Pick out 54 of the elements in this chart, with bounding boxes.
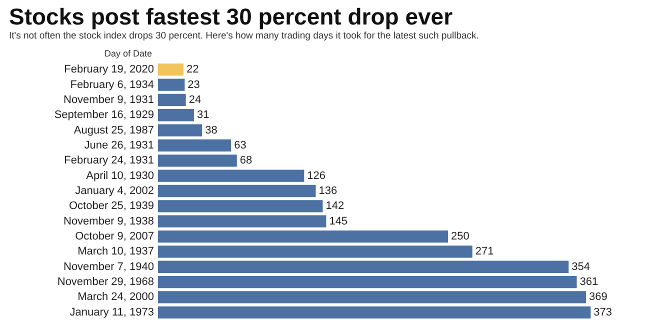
y-tick-label: February 24, 1931	[64, 154, 154, 167]
data-label: 361	[580, 276, 598, 288]
bar	[158, 306, 591, 318]
y-tick-label: June 26, 1931	[84, 139, 154, 152]
y-tick-label: February 6, 1934	[70, 78, 154, 91]
bar	[158, 184, 316, 198]
data-label: 31	[196, 109, 210, 122]
data-label: 250	[451, 230, 470, 243]
y-tick-label: January 4, 2002	[75, 185, 154, 197]
bar	[158, 215, 326, 228]
y-tick-label: January 11, 1973	[70, 306, 154, 318]
data-label: 24	[188, 94, 202, 106]
data-label: 68	[240, 154, 252, 167]
bar	[158, 276, 577, 288]
bar	[158, 260, 569, 273]
y-axis-title: Day of Date	[104, 48, 152, 58]
y-tick-label: March 10, 1937	[78, 246, 154, 258]
data-label: 38	[205, 124, 218, 136]
bar	[158, 109, 194, 122]
y-tick-label: April 10, 1930	[86, 170, 154, 182]
data-label: 142	[326, 200, 344, 212]
bar	[158, 230, 448, 243]
data-label: 22	[186, 64, 199, 76]
y-tick-label: March 24, 2000	[78, 291, 154, 304]
data-label: 126	[307, 170, 326, 182]
bar	[158, 170, 304, 182]
y-tick-label: October 25, 1939	[68, 200, 154, 212]
data-label: 271	[475, 246, 494, 258]
data-label: 354	[572, 260, 590, 273]
data-label: 369	[589, 291, 608, 304]
bar	[158, 94, 186, 106]
bar	[158, 139, 232, 152]
y-tick-label: November 9, 1931	[64, 94, 154, 106]
bar	[158, 246, 472, 258]
bar	[158, 124, 202, 136]
chart-subtitle: It's not often the stock index drops 30 percent. Here's how many trading days it took for the latest such pullback.	[9, 30, 479, 42]
y-tick-label: November 7, 1940	[64, 260, 154, 273]
bar	[158, 291, 586, 304]
bar	[158, 64, 184, 76]
y-tick-label: February 19, 2020	[64, 64, 154, 76]
y-tick-label: November 9, 1938	[64, 215, 154, 228]
chart-title: Stocks post fastest 30 percent drop ever	[9, 4, 453, 30]
data-label: 136	[318, 185, 338, 197]
bar	[158, 154, 237, 167]
data-label: 23	[188, 78, 200, 91]
y-tick-label: September 16, 1929	[54, 109, 154, 122]
bar	[158, 78, 185, 91]
y-tick-label: October 9, 2007	[75, 230, 154, 243]
y-tick-label: August 25, 1987	[74, 124, 154, 136]
bar	[158, 200, 323, 212]
data-label: 145	[329, 215, 348, 228]
y-tick-label: November 29, 1968	[57, 276, 154, 288]
data-label: 373	[594, 306, 612, 318]
data-label: 63	[234, 139, 246, 152]
